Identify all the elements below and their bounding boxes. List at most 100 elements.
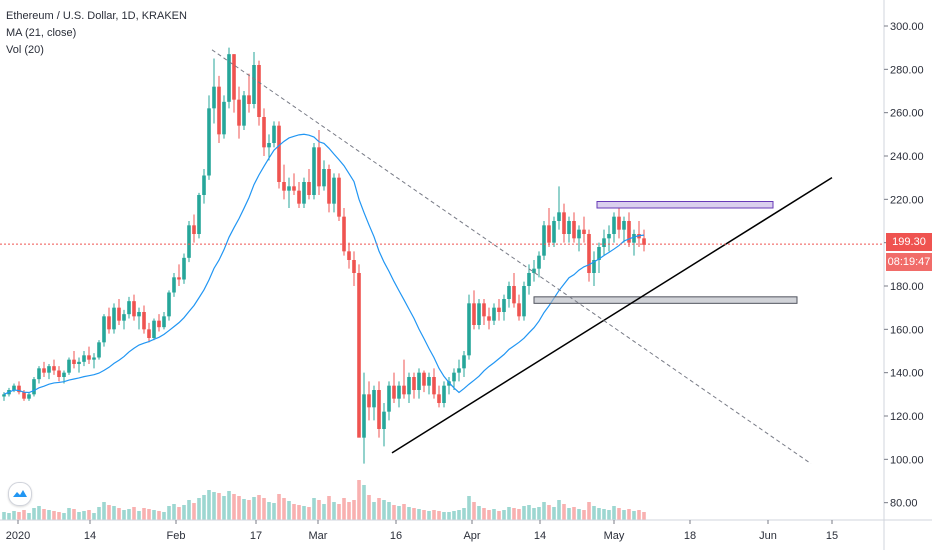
volume-bar [277, 494, 281, 520]
volume-bar [322, 504, 326, 520]
volume-bar [467, 496, 471, 520]
candle-body [177, 277, 181, 280]
candle-body [157, 320, 161, 328]
volume-bar [222, 496, 226, 520]
candle-body [62, 372, 66, 377]
price-tick-label: 280.00 [890, 64, 924, 76]
candle-body [162, 316, 166, 328]
volume-bar [67, 508, 71, 520]
candle-body [187, 225, 191, 258]
candle-body [607, 234, 611, 239]
price-tick-label: 140.00 [890, 368, 924, 380]
candle-body [247, 95, 251, 104]
candle-body [227, 54, 231, 102]
volume-bar [217, 493, 221, 520]
candle-body [307, 182, 311, 195]
volume-bar [317, 500, 321, 520]
candle-body [382, 411, 386, 429]
volume-bar [282, 498, 286, 520]
volume-bar [112, 506, 116, 520]
candle-body [202, 175, 206, 195]
volume-bar [237, 496, 241, 520]
time-tick-label: 18 [684, 530, 696, 542]
candle-body [167, 292, 171, 317]
candle-body [572, 221, 576, 239]
candle-body [52, 366, 56, 371]
volume-bar [32, 508, 36, 520]
volume-bar [262, 498, 266, 520]
candle-body [132, 301, 136, 317]
legend-ma[interactable]: MA (21, close) [6, 27, 77, 39]
candle-body [517, 303, 521, 317]
drawings[interactable] [0, 49, 884, 465]
volume-bar [452, 511, 456, 520]
volume-bar [117, 508, 121, 520]
volume-bar [257, 495, 261, 520]
candle-body [582, 229, 586, 234]
volume-bar [297, 505, 301, 520]
candle-body [207, 108, 211, 176]
volume-bar [57, 512, 61, 520]
volume-bar [382, 500, 386, 520]
volume-bar [477, 506, 481, 520]
volume-bar [457, 510, 461, 520]
volume-bar [162, 512, 166, 520]
volume-bar [542, 502, 546, 520]
candle-body [337, 177, 341, 217]
volume-bar [557, 500, 561, 520]
volume-bar [522, 506, 526, 520]
volume-bar [12, 511, 16, 520]
time-tick-label: 16 [390, 530, 402, 542]
candle-body [372, 390, 376, 408]
volume-bar [472, 502, 476, 520]
candle-body [552, 221, 556, 243]
volume-bar [167, 506, 171, 520]
candle-body [612, 216, 616, 234]
volume-bar [362, 485, 366, 520]
volume-bar [492, 509, 496, 520]
volume-bar [407, 507, 411, 520]
volume-bar [532, 508, 536, 520]
ascending-trendline [391, 177, 833, 454]
volume-bar [337, 504, 341, 520]
tradingview-logo-icon[interactable] [8, 482, 32, 506]
time-tick-label: Apr [463, 530, 480, 542]
time-tick-label: 15 [826, 530, 838, 542]
volume-bar [147, 509, 151, 520]
volume-bar [242, 499, 246, 520]
volume-bar [307, 507, 311, 520]
price-tick-label: 180.00 [890, 281, 924, 293]
candle-body [322, 169, 326, 187]
candle-body [292, 186, 296, 191]
legend-symbol-title[interactable]: Ethereum / U.S. Dollar, 1D, KRAKEN [6, 10, 187, 22]
volume-bar [2, 512, 6, 520]
candle-body [487, 316, 491, 321]
candle-body [627, 221, 631, 243]
price-tick-label: 80.00 [890, 498, 918, 510]
volume-bar [102, 502, 106, 520]
candle-body [37, 368, 41, 380]
candle-body [192, 225, 196, 234]
candle-body [2, 394, 6, 397]
candle-body [267, 143, 271, 148]
candle-body [417, 372, 421, 390]
volume-bar [517, 509, 521, 520]
time-tick-label: 2020 [6, 530, 30, 542]
volume-bar [607, 510, 611, 520]
candle-body [257, 65, 261, 117]
volume-bar [197, 498, 201, 520]
volume-bar [507, 507, 511, 520]
volume-bar [72, 509, 76, 520]
price-tick-label: 120.00 [890, 411, 924, 423]
legend-vol[interactable]: Vol (20) [6, 44, 44, 56]
volume-bar [212, 492, 216, 520]
volume-bar [47, 510, 51, 520]
volume-bar [422, 510, 426, 520]
candle-body [532, 268, 536, 273]
volume-bar [497, 511, 501, 520]
candle-body [342, 216, 346, 252]
volume-bar [502, 510, 506, 520]
volume-bar [632, 511, 636, 520]
plot-background [0, 0, 884, 520]
